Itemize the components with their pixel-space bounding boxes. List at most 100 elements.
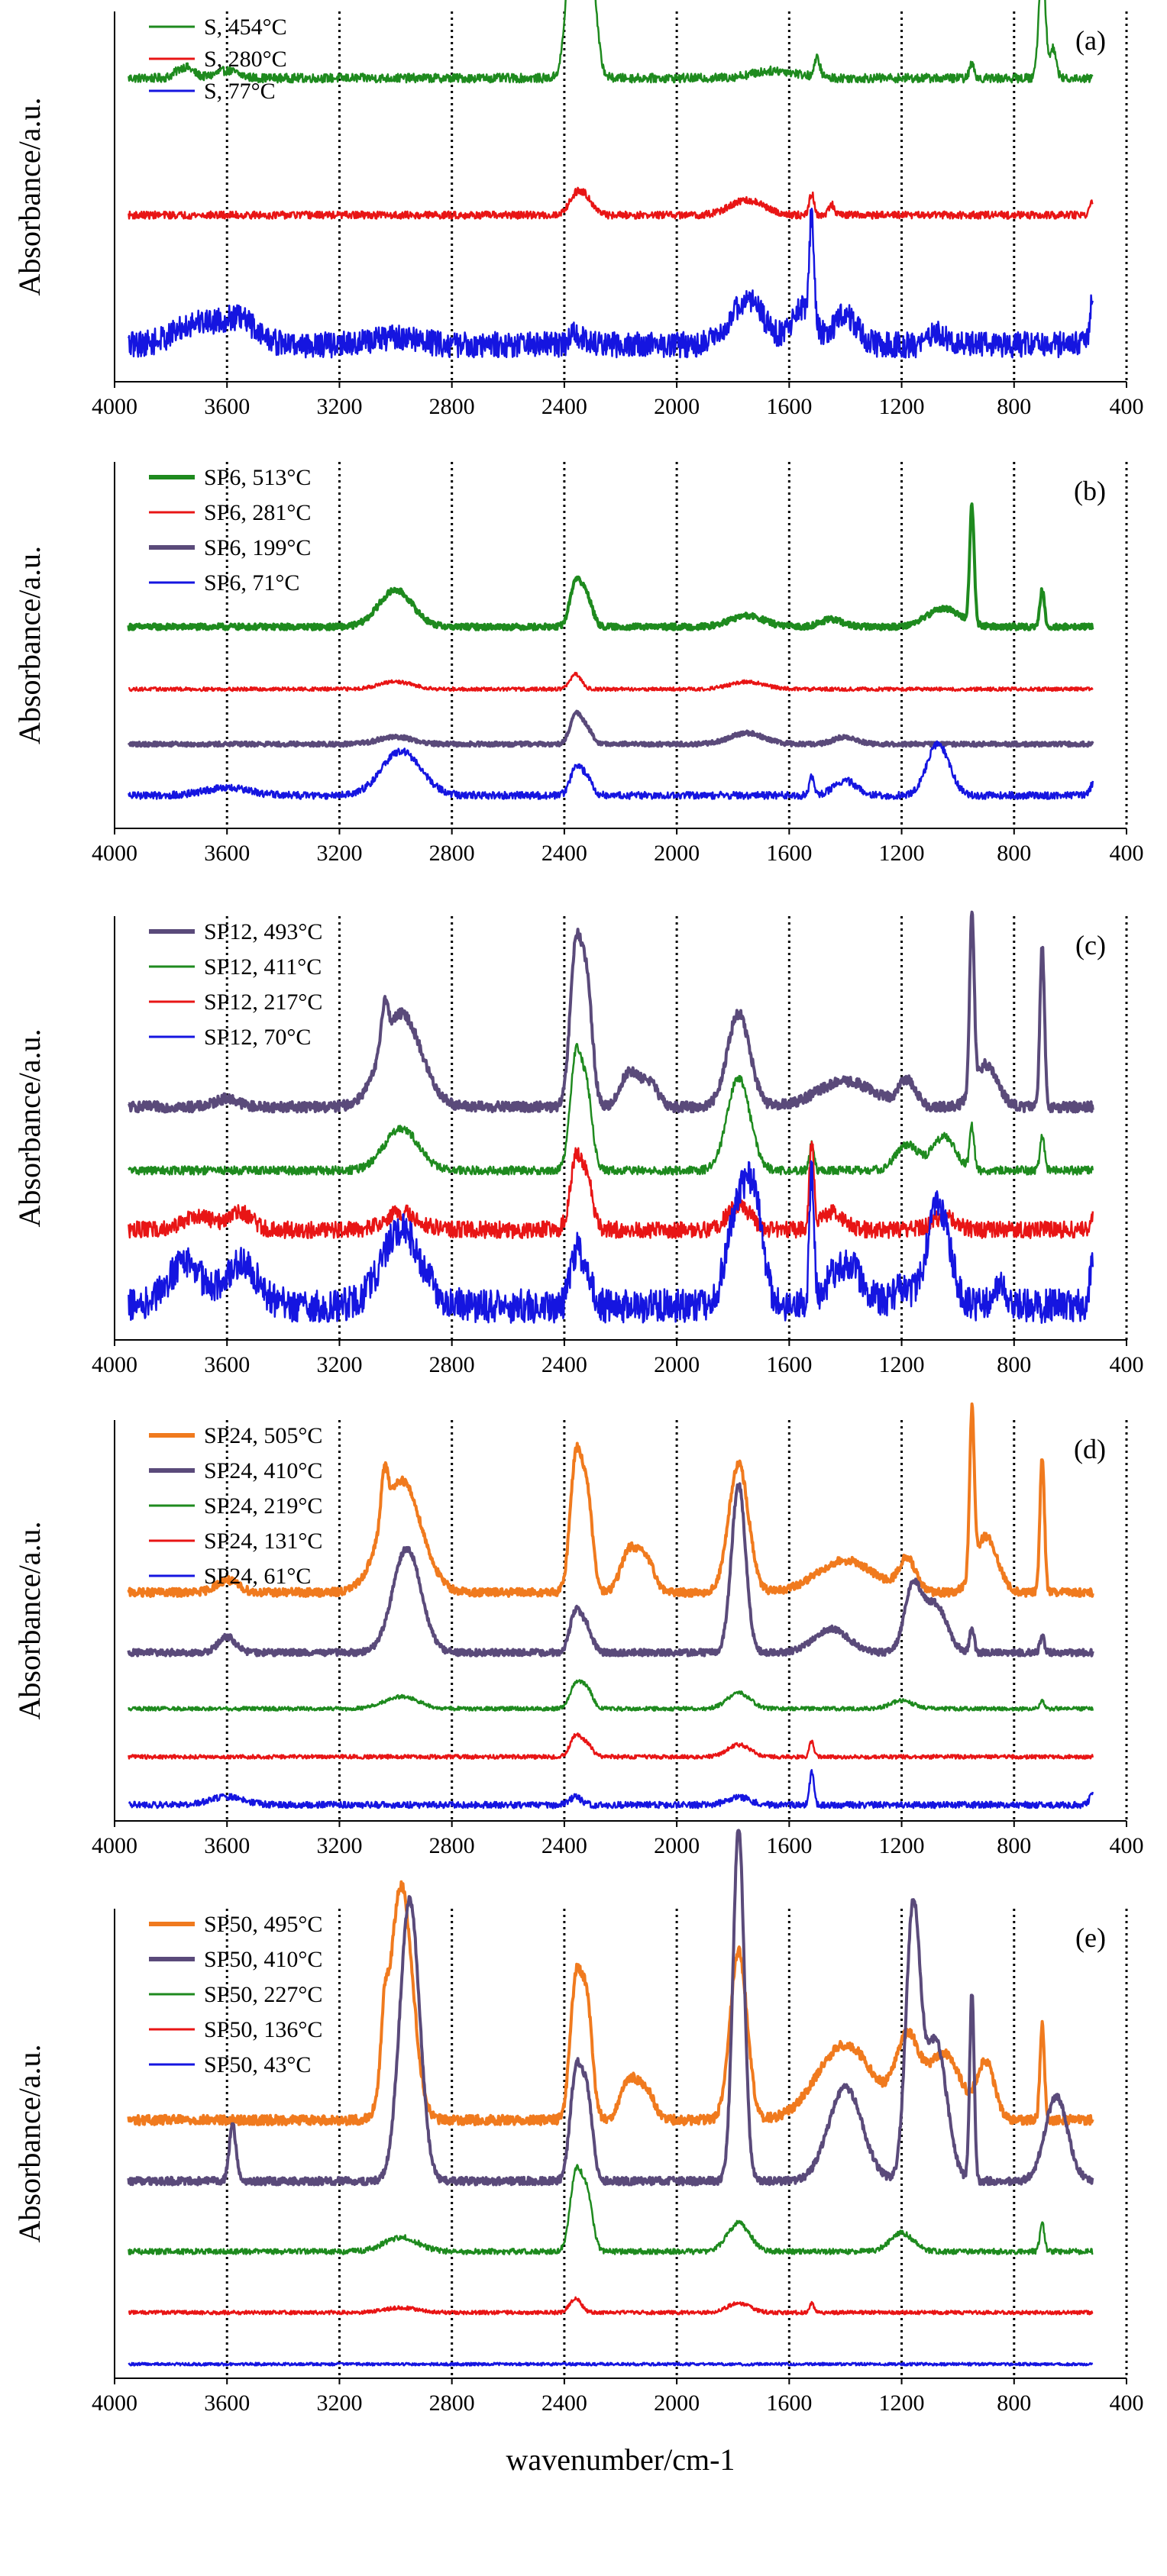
x-tick-label: 2400 (541, 1352, 587, 1377)
x-tick-label: 2400 (541, 841, 587, 866)
x-tick-label: 3200 (316, 1352, 362, 1377)
x-axis-label: wavenumber/cm-1 (506, 2442, 735, 2477)
x-tick-label: 800 (997, 394, 1031, 419)
legend-entry: SP50, 43°C (204, 2052, 311, 2077)
legend-entry: SP12, 70°C (204, 1025, 311, 1050)
x-tick-label: 4000 (92, 841, 137, 866)
x-tick-label: 1200 (879, 2390, 925, 2416)
x-tick-label: 3200 (316, 394, 362, 419)
panel-label: (a) (1075, 25, 1106, 56)
x-tick-label: 2400 (541, 1833, 587, 1858)
series-line-2 (128, 208, 1094, 359)
legend-entry: SP6, 71°C (204, 570, 299, 596)
x-tick-label: 800 (997, 1352, 1031, 1377)
series-line-3 (128, 740, 1094, 800)
x-tick-label: 1600 (766, 1352, 812, 1377)
legend-entry: SP24, 219°C (204, 1493, 322, 1519)
x-tick-label: 1600 (766, 1833, 812, 1858)
series-line-1 (127, 1482, 1094, 1658)
legend-entry: SP12, 493°C (204, 919, 322, 944)
legend-entry: S, 454°C (204, 15, 287, 40)
x-tick-label: 2800 (429, 2390, 475, 2416)
legend-entry: SP6, 281°C (204, 500, 311, 525)
x-tick-label: 4000 (92, 394, 137, 419)
legend-entry: SP24, 61°C (204, 1564, 311, 1589)
x-tick-label: 1600 (766, 394, 812, 419)
x-tick-label: 2400 (541, 2390, 587, 2416)
legend-entry: SP12, 217°C (204, 989, 322, 1015)
legend-entry: S, 280°C (204, 47, 287, 72)
series-line-2 (127, 709, 1094, 748)
x-tick-label: 2000 (654, 1833, 700, 1858)
x-tick-label: 800 (997, 841, 1031, 866)
series-line-2 (128, 2164, 1094, 2255)
x-tick-label: 1200 (879, 1833, 925, 1858)
legend-entry: SP50, 136°C (204, 2017, 322, 2042)
series-line-1 (128, 186, 1094, 220)
series-line-0 (127, 1402, 1094, 1598)
y-axis-label: Absorbance/a.u. (12, 1029, 47, 1228)
legend-entry: SP6, 199°C (204, 535, 311, 560)
legend-entry: SP12, 411°C (204, 954, 322, 980)
x-tick-label: 2000 (654, 394, 700, 419)
series-line-4 (128, 2361, 1094, 2367)
series-line-0 (128, 910, 1094, 1114)
legend-entry: SP50, 227°C (204, 1982, 322, 2007)
x-tick-label: 400 (1110, 2390, 1144, 2416)
x-tick-label: 4000 (92, 1352, 137, 1377)
panel-e: 4000 3600 3200 2800 2400 2000 1600 1200 800 400 Ab… (12, 1829, 1144, 2477)
x-tick-label: 2800 (429, 1833, 475, 1858)
legend-entry: SP6, 513°C (204, 465, 311, 490)
legend-entry: SP24, 131°C (204, 1528, 322, 1554)
x-tick-label: 3600 (204, 841, 250, 866)
x-tick-label: 400 (1110, 1352, 1144, 1377)
x-tick-label: 2000 (654, 2390, 700, 2416)
panel-c: 4000 3600 3200 2800 2400 2000 1600 1200 800 400 Ab… (12, 910, 1144, 1377)
x-tick-label: 4000 (92, 1833, 137, 1858)
series-line-1 (128, 1043, 1094, 1176)
panel-label: (b) (1074, 476, 1106, 506)
series-line-0 (127, 1880, 1094, 2126)
y-axis-label: Absorbance/a.u. (12, 98, 47, 296)
x-tick-label: 2800 (429, 841, 475, 866)
x-tick-label: 3600 (204, 1352, 250, 1377)
series-line-2 (128, 1679, 1094, 1712)
legend-entry: S, 77°C (204, 79, 276, 104)
series-line-3 (128, 2296, 1094, 2316)
panel-label: (c) (1075, 930, 1106, 960)
series-line-4 (128, 1769, 1094, 1809)
legend-entry: SP24, 505°C (204, 1423, 322, 1448)
x-tick-label: 1200 (879, 841, 925, 866)
x-tick-label: 3600 (204, 394, 250, 419)
x-tick-label: 3200 (316, 2390, 362, 2416)
x-tick-label: 2800 (429, 1352, 475, 1377)
panel-a: 4000 3600 3200 2800 2400 2000 1600 1200 800 400 Ab… (12, 0, 1144, 419)
y-axis-label: Absorbance/a.u. (12, 2045, 47, 2243)
x-tick-label: 400 (1110, 1833, 1144, 1858)
legend-entry: SP50, 495°C (204, 1912, 322, 1937)
x-tick-label: 800 (997, 2390, 1031, 2416)
panel-label: (e) (1075, 1922, 1106, 1953)
x-tick-label: 1600 (766, 2390, 812, 2416)
series-line-3 (128, 1160, 1094, 1324)
panel-label: (d) (1074, 1434, 1106, 1464)
x-tick-label: 800 (997, 1833, 1031, 1858)
x-tick-label: 1600 (766, 841, 812, 866)
x-tick-label: 3200 (316, 841, 362, 866)
x-tick-label: 2000 (654, 1352, 700, 1377)
panel-b: 4000 3600 3200 2800 2400 2000 1600 1200 800 400 Ab… (12, 462, 1144, 866)
x-tick-label: 400 (1110, 841, 1144, 866)
x-tick-label: 4000 (92, 2390, 137, 2416)
legend-entry: SP50, 410°C (204, 1947, 322, 1972)
series-line-1 (128, 671, 1094, 692)
legend-entry: SP24, 410°C (204, 1458, 322, 1483)
y-axis-label: Absorbance/a.u. (12, 1522, 47, 1720)
x-tick-label: 3600 (204, 1833, 250, 1858)
y-axis-label: Absorbance/a.u. (12, 546, 47, 744)
x-tick-label: 2400 (541, 394, 587, 419)
x-tick-label: 3600 (204, 2390, 250, 2416)
x-tick-label: 400 (1110, 394, 1144, 419)
series-line-3 (128, 1732, 1094, 1760)
x-tick-label: 1200 (879, 394, 925, 419)
